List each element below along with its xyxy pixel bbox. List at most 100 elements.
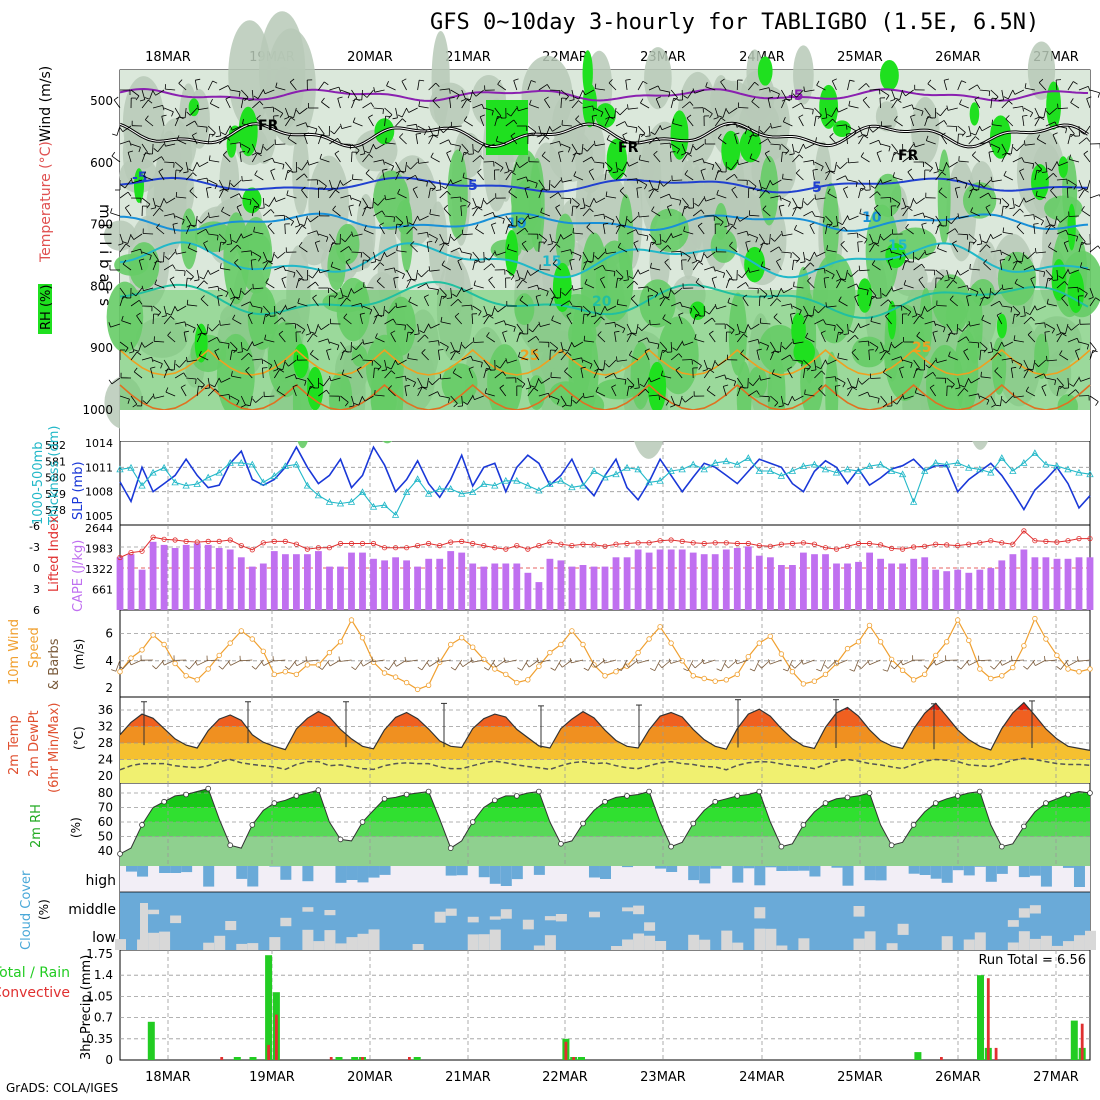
wind-barb bbox=[260, 143, 264, 154]
wind-barb bbox=[671, 250, 682, 253]
wind-barb bbox=[804, 367, 810, 370]
wind-barb bbox=[296, 173, 305, 181]
wind-barb bbox=[645, 135, 651, 137]
wind-barb bbox=[584, 340, 595, 343]
wind-barb bbox=[494, 320, 505, 325]
cloud-low-bar bbox=[412, 944, 424, 950]
wind-barb bbox=[495, 136, 499, 142]
wind-barb bbox=[179, 168, 183, 173]
wind-speed-point bbox=[635, 649, 641, 656]
wind-barb bbox=[449, 98, 452, 109]
cape-bar bbox=[601, 566, 609, 610]
wind-barb bbox=[351, 197, 361, 202]
wind-barb bbox=[681, 89, 684, 101]
wind-barb bbox=[191, 135, 198, 145]
wind-barb bbox=[571, 89, 575, 100]
thickness-point bbox=[744, 454, 752, 461]
wind-barb bbox=[229, 297, 236, 307]
wind-barb bbox=[778, 206, 782, 217]
wind-barb bbox=[1078, 189, 1085, 199]
wind-barb bbox=[527, 377, 532, 388]
wind-barb bbox=[491, 263, 496, 268]
wind-barb bbox=[560, 249, 571, 253]
wind-barb bbox=[983, 296, 989, 300]
wind-barb bbox=[670, 89, 678, 98]
wind-barb bbox=[653, 188, 659, 193]
wind-barb bbox=[932, 332, 937, 343]
wind-barb bbox=[142, 400, 148, 405]
wind-barb bbox=[196, 332, 202, 343]
wind-barb bbox=[1077, 188, 1083, 192]
wind-barb bbox=[229, 341, 238, 350]
wind-barb bbox=[944, 279, 950, 282]
wind-barb bbox=[365, 169, 370, 174]
wind-barb bbox=[703, 196, 707, 202]
wind-barb bbox=[238, 193, 242, 199]
wind-barb bbox=[725, 269, 733, 279]
thickness-point bbox=[391, 511, 400, 518]
wind-barb bbox=[659, 182, 664, 187]
wind-barb bbox=[502, 332, 507, 343]
wind-barb bbox=[360, 303, 363, 309]
wind-barb bbox=[538, 287, 549, 292]
wind-barb bbox=[979, 287, 986, 297]
wind-barb bbox=[395, 323, 406, 326]
wind-barb bbox=[867, 391, 871, 397]
wind-barb bbox=[907, 311, 912, 317]
thickness-point bbox=[799, 462, 808, 470]
cloud-low-bar bbox=[974, 932, 986, 950]
wind-barb bbox=[1045, 173, 1054, 181]
wind-barb bbox=[385, 137, 387, 143]
chart-title: GFS 0~10day 3-hourly for TABLIGBO (1.5E,… bbox=[430, 10, 1040, 35]
wind-barb bbox=[1069, 269, 1080, 274]
wind-barb bbox=[1013, 395, 1024, 398]
wind-barb bbox=[159, 207, 164, 212]
wind-barb bbox=[176, 251, 187, 255]
wind-barb bbox=[351, 98, 356, 109]
wind-barb bbox=[152, 260, 158, 271]
wind-barb bbox=[1062, 269, 1069, 279]
wind-barb bbox=[355, 150, 360, 155]
thickness-point bbox=[270, 472, 278, 479]
lifted-index-point bbox=[205, 538, 211, 545]
wind-barb bbox=[769, 180, 774, 186]
wind-barb bbox=[841, 278, 846, 283]
wind-barb bbox=[326, 350, 330, 361]
cape-bar bbox=[590, 566, 598, 610]
wind-barb bbox=[340, 350, 345, 361]
cape-bar bbox=[789, 565, 796, 610]
wind-barb bbox=[891, 356, 902, 361]
wind-barb bbox=[326, 389, 330, 395]
wind-barb bbox=[943, 78, 950, 81]
wind-barb bbox=[611, 220, 615, 226]
wind-barb bbox=[131, 292, 137, 297]
wind-barb bbox=[521, 215, 529, 225]
wind-barb bbox=[417, 80, 420, 91]
wind-barb-10m bbox=[1026, 659, 1036, 670]
wind-barb bbox=[604, 321, 615, 325]
slp-tick-label: 1008 bbox=[85, 486, 113, 499]
wind-barb bbox=[127, 150, 134, 153]
wind-barb bbox=[684, 205, 689, 210]
wind-barb bbox=[735, 333, 741, 336]
wind-barb bbox=[206, 127, 208, 133]
wind-barb bbox=[770, 246, 780, 253]
wind-barb bbox=[521, 240, 527, 245]
wind-barb bbox=[964, 377, 970, 388]
rh-tick-label: 70 bbox=[98, 801, 113, 815]
wind-barb bbox=[245, 370, 253, 379]
thickness-point bbox=[424, 489, 433, 497]
wind-barb bbox=[487, 313, 493, 316]
wind-barb bbox=[606, 139, 617, 145]
wind-barb bbox=[356, 366, 362, 370]
wind-barb bbox=[792, 206, 797, 217]
wind-barb bbox=[946, 377, 955, 385]
wind-barb bbox=[582, 392, 585, 398]
wind-barb bbox=[305, 333, 311, 336]
wind-barb bbox=[496, 140, 506, 145]
wind-barb bbox=[773, 317, 782, 325]
wind-barb bbox=[872, 125, 881, 133]
wind-barb bbox=[736, 159, 739, 165]
wind-barb bbox=[1056, 125, 1067, 129]
lifted-index-point bbox=[668, 537, 674, 543]
